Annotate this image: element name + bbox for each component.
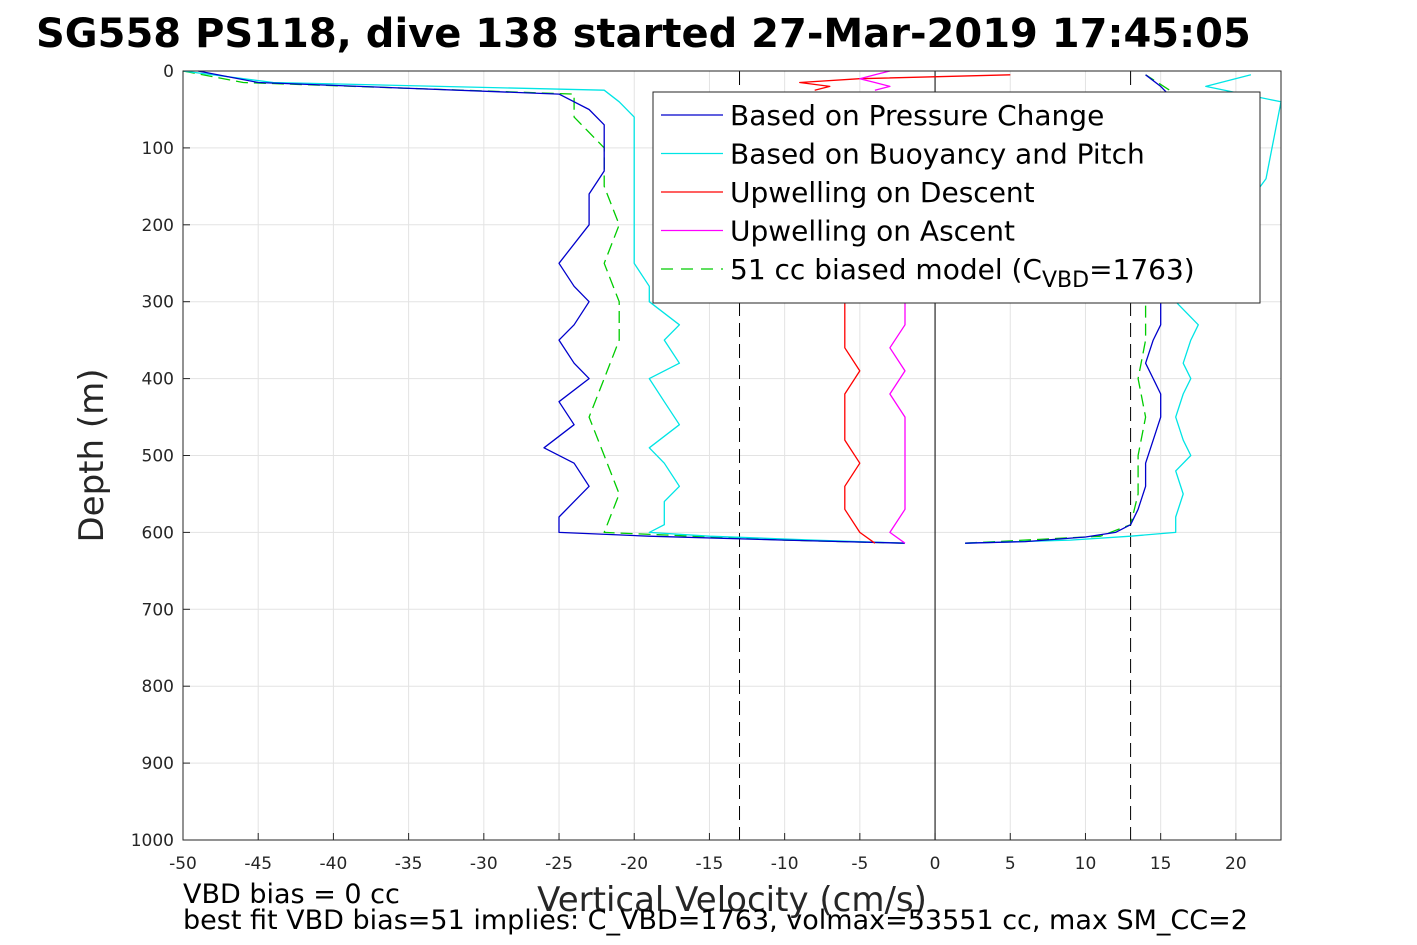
legend-label-text: Based on Pressure Change <box>730 99 1104 132</box>
x-tick-label: 20 <box>1225 854 1247 874</box>
x-tick-label: 10 <box>1075 854 1097 874</box>
series-line-upwelling-on-ascent-segment-1 <box>889 301 906 544</box>
legend-label: 51 cc biased model (CVBD=1763) <box>730 253 1195 293</box>
y-tick-label: 400 <box>142 370 174 390</box>
series-line-upwelling-on-descent-segment-1 <box>844 301 876 544</box>
data-series <box>182 70 1282 544</box>
axes-box <box>182 70 1282 841</box>
y-tick-labels: 0 100 200 300 400 500 600 700 800 900 1000 <box>131 62 174 851</box>
legend-label-text: Upwelling on Ascent <box>730 215 1015 248</box>
legend-label-text: Based on Buoyancy and Pitch <box>730 138 1145 171</box>
x-tick-label: 15 <box>1150 854 1172 874</box>
legend-label-suffix: =1763) <box>1089 253 1195 286</box>
legend-label: Based on Pressure Change <box>730 99 1104 132</box>
x-tick-label: 5 <box>1005 854 1016 874</box>
legend-label-text: Upwelling on Descent <box>730 176 1035 209</box>
chart-title: SG558 PS118, dive 138 started 27-Mar-201… <box>36 11 1251 57</box>
y-tick-label: 300 <box>142 293 174 313</box>
x-tick-label: -45 <box>244 854 272 874</box>
x-tick-label: -30 <box>470 854 498 874</box>
x-tick-label: -50 <box>169 854 197 874</box>
series-line-upwelling-on-descent-segment-0 <box>799 74 1011 91</box>
legend-label: Upwelling on Descent <box>730 176 1035 209</box>
legend-box <box>652 91 1261 304</box>
y-tick-label: 500 <box>142 447 174 467</box>
x-tick-labels: -50 -45 -40 -35 -30 -25 -20 -15 -10 -5 0 5 10 15 20 <box>169 854 1247 874</box>
legend-label: Upwelling on Ascent <box>730 215 1015 248</box>
x-axis-label: Vertical Velocity (cm/s) <box>537 880 927 920</box>
x-tick-label: -10 <box>771 854 799 874</box>
series-line-upwelling-on-ascent-segment-0 <box>859 70 891 91</box>
best-fit-note: best fit VBD bias=51 implies: C_VBD=1763… <box>183 905 1248 936</box>
y-tick-label: 0 <box>163 62 174 82</box>
y-tick-label: 200 <box>142 216 174 236</box>
x-tick-label: -35 <box>395 854 423 874</box>
y-tick-label: 600 <box>142 523 174 543</box>
series-line-based-on-buoyancy-and-pitch-descent <box>182 70 906 544</box>
y-tick-label: 900 <box>142 754 174 774</box>
x-tick-label: -25 <box>545 854 573 874</box>
legend-label-text: 51 cc biased model (C <box>730 253 1042 286</box>
y-axis-label: Depth (m) <box>72 368 112 542</box>
y-tick-label: 1000 <box>131 831 174 851</box>
y-tick-label: 700 <box>142 600 174 620</box>
x-tick-label: -20 <box>620 854 648 874</box>
series-line-51-cc-biased-model-c-descent <box>182 70 906 544</box>
series-line-based-on-pressure-change-descent <box>197 70 906 544</box>
legend-label-subscript: VBD <box>1042 268 1089 293</box>
y-tick-label: 100 <box>142 139 174 159</box>
vbd-bias-note: VBD bias = 0 cc <box>183 879 400 910</box>
x-tick-label: -40 <box>320 854 348 874</box>
legend-label: Based on Buoyancy and Pitch <box>730 138 1145 171</box>
x-tick-label: -5 <box>851 854 868 874</box>
y-tick-label: 800 <box>142 677 174 697</box>
x-tick-label: -15 <box>696 854 724 874</box>
legend: Based on Pressure Change Based on Buoyanc… <box>652 91 1261 304</box>
x-tick-label: 0 <box>930 854 941 874</box>
